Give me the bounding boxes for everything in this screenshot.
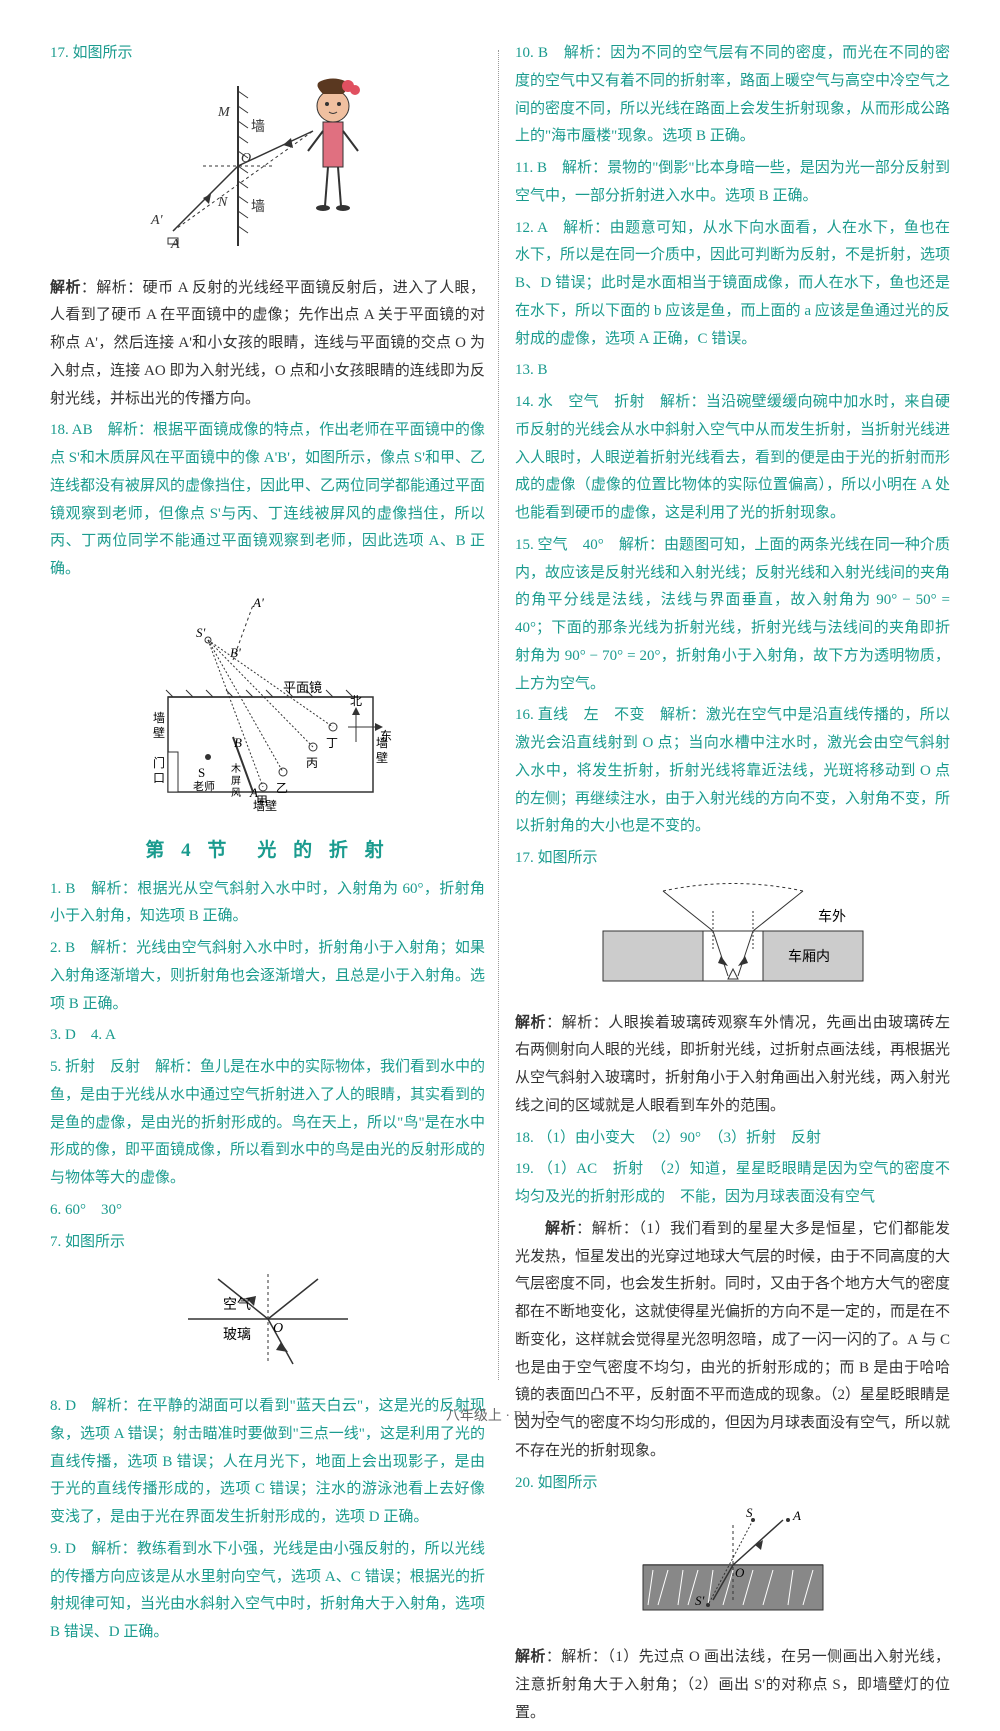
page-footer: 八年级上 · RJ · 17 [0, 1404, 1000, 1430]
svg-text:O: O [241, 151, 251, 166]
q9: 9. D 解析：教练看到水下小强，光线是由小强反射的，所以光线的传播方向应该是从… [50, 1536, 485, 1647]
svg-text:口: 口 [153, 771, 165, 785]
q7: 7. 如图所示 [50, 1229, 485, 1257]
svg-text:木: 木 [231, 763, 241, 775]
fig-q20: S A O S' [515, 1505, 950, 1636]
svg-text:墙: 墙 [153, 711, 165, 725]
svg-text:S: S [746, 1505, 753, 1520]
svg-text:丁: 丁 [326, 736, 338, 750]
q18r-text: 18. （1）由小变大 （2）90° （3）折射 反射 [515, 1130, 821, 1146]
svg-text:风: 风 [231, 787, 241, 799]
svg-text:S: S [198, 765, 205, 780]
q5: 5. 折射 反射 解析：鱼儿是在水中的实际物体，我们看到水中的鱼，是由于光线从水… [50, 1054, 485, 1193]
q17r-text: 17. 如图所示 [515, 850, 598, 866]
svg-text:墙: 墙 [251, 199, 265, 215]
fig-q17-left: M O N A A' 墙 墙 [50, 76, 485, 267]
q11: 11. B 解析：景物的"倒影"比本身暗一些，是因为光一部分反射到空气中，一部分… [515, 155, 950, 211]
svg-text:墙: 墙 [376, 736, 388, 750]
q20: 20. 如图所示 [515, 1470, 950, 1498]
q17r-expl: 解析：解析：人眼挨着玻璃砖观察车外情况，先画出由玻璃砖左右两侧射向人眼的光线，即… [515, 1010, 950, 1121]
svg-text:车外: 车外 [818, 908, 846, 925]
q12: 12. A 解析：由题意可知，从水下向水面看，人在水下，鱼也在水下，所以是在同一… [515, 215, 950, 354]
q2-text: 2. B 解析：光线由空气斜射入水中时，折射角小于入射角；如果入射角逐渐增大，则… [50, 940, 485, 1012]
svg-text:A': A' [150, 213, 164, 228]
q6-text: 6. 60° 30° [50, 1202, 122, 1218]
section-4-title: 第 4 节 光 的 折 射 [50, 833, 485, 868]
svg-text:S': S' [695, 1593, 705, 1608]
q3-text: 3. D 4. A [50, 1027, 116, 1043]
q17r: 17. 如图所示 [515, 845, 950, 873]
q15: 15. 空气 40° 解析：由题图可知，上面的两条光线在同一种介质内，故应该是反… [515, 532, 950, 699]
q16-text: 16. 直线 左 不变 解析：激光在空气中是沿直线传播的，所以激光会沿直线射到 … [515, 707, 950, 834]
q3: 3. D 4. A [50, 1022, 485, 1050]
q18-text: 18. AB 解析：根据平面镜成像的特点，作出老师在平面镜中的像点 S'和木质屏… [50, 422, 485, 577]
fig-q18: S老师 B A 木屏风 甲 乙 丙 丁 S' B' A' 平面镜 [50, 592, 485, 823]
q20-expl: 解析：解析：（1）先过点 O 画出法线，在另一侧画出入射光线，注意折射角大于入射… [515, 1644, 950, 1727]
svg-text:墙: 墙 [251, 119, 265, 135]
column-divider [498, 50, 499, 1380]
svg-text:屏: 屏 [231, 775, 241, 787]
q9-text: 9. D 解析：教练看到水下小强，光线是由小强反射的，所以光线的传播方向应该是从… [50, 1541, 485, 1640]
q18r: 18. （1）由小变大 （2）90° （3）折射 反射 [515, 1125, 950, 1153]
q12-text: 12. A 解析：由题意可知，从水下向水面看，人在水下，鱼也在水下，所以是在同一… [515, 220, 950, 347]
svg-text:丙: 丙 [306, 756, 318, 770]
svg-text:N: N [217, 195, 228, 210]
svg-text:A': A' [252, 595, 264, 610]
q17-left-expl: 解析：解析：硬币 A 反射的光线经平面镜反射后，进入了人眼，人看到了硬币 A 在… [50, 275, 485, 414]
svg-text:北: 北 [350, 694, 362, 708]
q13: 13. B [515, 357, 950, 385]
svg-text:车厢内: 车厢内 [788, 948, 830, 965]
q20-expl-text: 解析：（1）先过点 O 画出法线，在另一侧画出入射光线，注意折射角大于入射角；（… [515, 1649, 950, 1721]
q10-text: 10. B 解析：因为不同的空气层有不同的密度，而光在不同的密度的空气中又有着不… [515, 45, 950, 144]
two-column-layout: 17. 如图所示 M O N [50, 40, 950, 1731]
q2: 2. B 解析：光线由空气斜射入水中时，折射角小于入射角；如果入射角逐渐增大，则… [50, 935, 485, 1018]
q17l-expl-text: 解析：硬币 A 反射的光线经平面镜反射后，进入了人眼，人看到了硬币 A 在平面镜… [50, 280, 485, 407]
svg-text:平面镜: 平面镜 [283, 680, 322, 695]
q17r-expl-text: 解析：人眼挨着玻璃砖观察车外情况，先画出由玻璃砖左右两侧射向人眼的光线，即折射光… [515, 1015, 950, 1114]
fig-q17-right: 车外 车厢内 [515, 881, 950, 1002]
q19-text: 19. （1）AC 折射 （2）知道，星星眨眼睛是因为空气的密度不均匀及光的折射… [515, 1161, 950, 1205]
q5-text: 5. 折射 反射 解析：鱼儿是在水中的实际物体，我们看到水中的鱼，是由于光线从水… [50, 1059, 485, 1186]
svg-text:壁: 壁 [376, 750, 388, 765]
svg-text:墙壁: 墙壁 [253, 798, 277, 812]
q16: 16. 直线 左 不变 解析：激光在空气中是沿直线传播的，所以激光会沿直线射到 … [515, 702, 950, 841]
q6: 6. 60° 30° [50, 1197, 485, 1225]
q10: 10. B 解析：因为不同的空气层有不同的密度，而光在不同的密度的空气中又有着不… [515, 40, 950, 151]
svg-text:老师: 老师 [193, 780, 215, 793]
svg-text:B': B' [230, 645, 241, 660]
svg-text:S': S' [196, 625, 206, 640]
q17-head: 17. 如图所示 [50, 45, 133, 61]
q17-left: 17. 如图所示 [50, 40, 485, 68]
svg-text:门: 门 [153, 755, 165, 770]
left-column: 17. 如图所示 M O N [50, 40, 485, 1731]
q19: 19. （1）AC 折射 （2）知道，星星眨眼睛是因为空气的密度不均匀及光的折射… [515, 1156, 950, 1212]
q7-text: 7. 如图所示 [50, 1234, 125, 1250]
svg-text:壁: 壁 [153, 725, 165, 740]
q15-text: 15. 空气 40° 解析：由题图可知，上面的两条光线在同一种介质内，故应该是反… [515, 537, 950, 692]
svg-text:空气: 空气 [223, 1297, 251, 1313]
q20-text: 20. 如图所示 [515, 1475, 598, 1491]
svg-text:乙: 乙 [276, 781, 288, 795]
svg-text:O: O [735, 1565, 745, 1580]
svg-text:玻璃: 玻璃 [223, 1326, 251, 1343]
svg-text:A: A [792, 1508, 801, 1523]
fig-q7: 空气 玻璃 O [50, 1264, 485, 1385]
q13-text: 13. B [515, 362, 548, 378]
q1-text: 1. B 解析：根据光从空气斜射入水中时，入射角为 60°，折射角小于入射角，知… [50, 881, 485, 925]
svg-text:B: B [234, 735, 242, 750]
q1: 1. B 解析：根据光从空气斜射入水中时，入射角为 60°，折射角小于入射角，知… [50, 876, 485, 932]
svg-text:O: O [273, 1321, 283, 1336]
q14-text: 14. 水 空气 折射 解析：当沿碗壁缓缓向碗中加水时，来自硬币反射的光线会从水… [515, 394, 950, 521]
q14: 14. 水 空气 折射 解析：当沿碗壁缓缓向碗中加水时，来自硬币反射的光线会从水… [515, 389, 950, 528]
svg-text:M: M [217, 105, 231, 120]
q11-text: 11. B 解析：景物的"倒影"比本身暗一些，是因为光一部分反射到空气中，一部分… [515, 160, 950, 204]
right-column: 10. B 解析：因为不同的空气层有不同的密度，而光在不同的密度的空气中又有着不… [515, 40, 950, 1731]
q18-left: 18. AB 解析：根据平面镜成像的特点，作出老师在平面镜中的像点 S'和木质屏… [50, 417, 485, 584]
